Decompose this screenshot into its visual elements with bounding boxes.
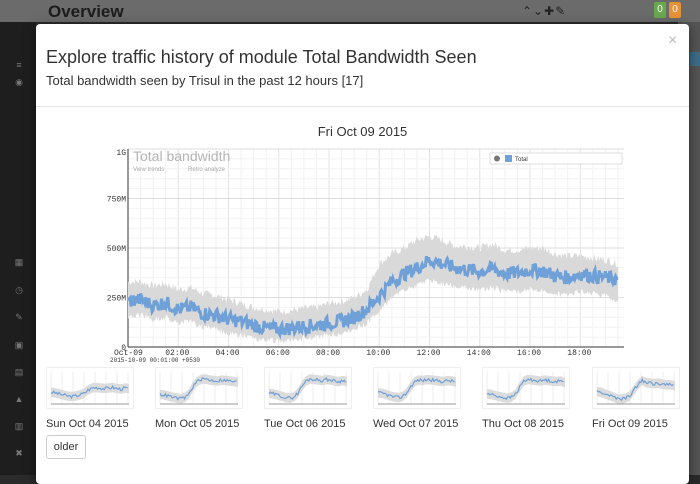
- image-icon[interactable]: ▤: [14, 367, 24, 377]
- bandwidth-chart-svg[interactable]: Oct-09 02:00 04:00 06:00 08:00 10:00 12:00 14:0…: [100, 146, 625, 364]
- history-thumb-1[interactable]: Sun Oct 04 2015: [46, 367, 155, 430]
- history-thumb-label[interactable]: Tue Oct 06 2015: [264, 418, 346, 430]
- notification-badge-green[interactable]: 0: [654, 2, 666, 18]
- older-button[interactable]: older: [46, 435, 86, 459]
- legend-swatch-total: [505, 155, 512, 162]
- history-thumb-label[interactable]: Fri Oct 09 2015: [592, 418, 668, 430]
- thumb-line: [486, 377, 564, 401]
- thumb-line: [268, 377, 347, 400]
- sidebar: ≡ ◉ ▦ ◷ ✎ ▣ ▤ ▲ ▥ ✖: [0, 22, 36, 475]
- history-thumb-chart[interactable]: [592, 367, 680, 409]
- thumb-line: [596, 377, 674, 402]
- history-thumbnails: Sun Oct 04 2015 Mon Oct 05 2015 Tue Oct …: [46, 367, 686, 452]
- legend-label-total: Total: [515, 157, 528, 163]
- retro-analyze-link[interactable]: Retro analyze: [188, 167, 226, 173]
- chart-title: Total bandwidth: [133, 148, 230, 164]
- x-start-label: 2015-10-09 00:01:00 +0530: [110, 357, 200, 364]
- chart-date-heading: Fri Oct 09 2015: [317, 124, 408, 139]
- x-tick-label: 02:00: [165, 349, 189, 358]
- y-tick-label: 0: [121, 344, 126, 353]
- menu-icon[interactable]: ≡: [16, 60, 22, 70]
- y-tick-label: 750M: [107, 196, 126, 205]
- history-thumb-4[interactable]: Wed Oct 07 2015: [373, 367, 482, 430]
- tools-icon[interactable]: ✖: [15, 448, 23, 458]
- bandwidth-chart: Oct-09 02:00 04:00 06:00 08:00 10:00 12:00 14:0…: [100, 146, 625, 364]
- calendar-icon[interactable]: ▥: [14, 421, 24, 431]
- y-tick-label: 500M: [107, 245, 126, 254]
- page-title: Overview: [48, 2, 124, 21]
- history-thumb-3[interactable]: Tue Oct 06 2015: [264, 367, 373, 430]
- app-header: Overview ⌃⌄✚✎ 0 0: [0, 0, 700, 22]
- series-line-total: [126, 254, 619, 340]
- chart-legend: Total: [489, 152, 623, 165]
- panel-tools[interactable]: ⌃⌄✚✎: [522, 4, 567, 18]
- x-tick-label: 10:00: [366, 349, 390, 358]
- x-tick-label: Oct-09: [114, 349, 143, 358]
- bell-icon[interactable]: ▲: [14, 394, 24, 404]
- history-thumb-label[interactable]: Sun Oct 04 2015: [46, 418, 129, 430]
- notification-badge-orange[interactable]: 0: [669, 2, 681, 18]
- legend-toggle-icon[interactable]: [494, 155, 500, 162]
- close-icon[interactable]: ×: [668, 32, 678, 49]
- wrench-icon[interactable]: ✎: [15, 312, 23, 322]
- history-thumb-chart[interactable]: [46, 367, 134, 409]
- history-thumb-6[interactable]: Fri Oct 09 2015: [592, 367, 700, 430]
- lock-icon[interactable]: ▣: [14, 340, 24, 350]
- y-tick-label: 1G: [116, 149, 126, 158]
- history-thumb-label[interactable]: Wed Oct 07 2015: [373, 418, 459, 430]
- thumb-line: [50, 384, 128, 400]
- history-thumb-chart[interactable]: [155, 367, 243, 409]
- x-tick-label: 08:00: [316, 349, 340, 358]
- history-thumb-chart[interactable]: [373, 367, 461, 409]
- x-tick-label: 16:00: [517, 349, 541, 358]
- modal-title: Explore traffic history of module Total …: [46, 47, 477, 67]
- x-tick-label: 06:00: [266, 349, 290, 358]
- dashboard-icon[interactable]: ◉: [15, 77, 23, 87]
- thumb-band: [487, 374, 565, 403]
- history-thumb-chart[interactable]: [482, 367, 570, 409]
- history-thumb-label[interactable]: Thu Oct 08 2015: [482, 418, 564, 430]
- history-thumb-2[interactable]: Mon Oct 05 2015: [155, 367, 264, 430]
- y-tick-label: 250M: [107, 295, 126, 304]
- x-tick-label: 14:00: [467, 349, 491, 358]
- modal-header: Explore traffic history of module Total …: [36, 24, 689, 107]
- background-strip: [690, 52, 700, 66]
- grid-icon[interactable]: ▦: [14, 257, 24, 267]
- notification-badges: 0 0: [654, 2, 681, 18]
- history-thumb-label[interactable]: Mon Oct 05 2015: [155, 418, 240, 430]
- x-tick-label: 04:00: [216, 349, 240, 358]
- traffic-history-modal: Explore traffic history of module Total …: [36, 24, 689, 484]
- thumb-line: [159, 376, 237, 401]
- view-trends-link[interactable]: View trends: [133, 167, 164, 173]
- modal-subtitle: Total bandwidth seen by Trisul in the pa…: [46, 73, 364, 88]
- history-thumb-chart[interactable]: [264, 367, 352, 409]
- thumb-line: [377, 377, 456, 399]
- clock-icon[interactable]: ◷: [15, 285, 23, 295]
- series-band-total: [128, 234, 618, 344]
- x-tick-label: 18:00: [567, 349, 591, 358]
- x-tick-label: 12:00: [417, 349, 441, 358]
- history-thumb-5[interactable]: Thu Oct 08 2015: [482, 367, 591, 430]
